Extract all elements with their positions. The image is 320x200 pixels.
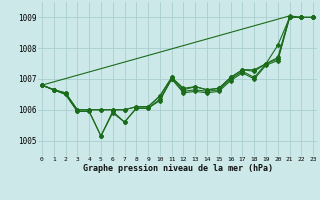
X-axis label: Graphe pression niveau de la mer (hPa): Graphe pression niveau de la mer (hPa) [83, 164, 273, 173]
